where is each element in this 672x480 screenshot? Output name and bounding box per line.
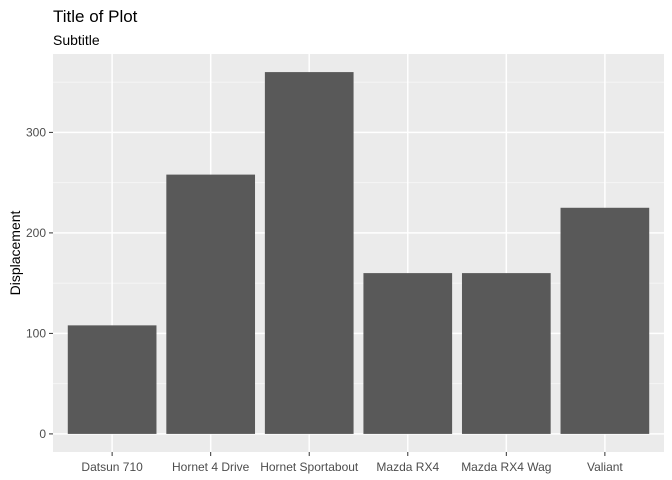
x-tick-label: Mazda RX4 Wag — [461, 460, 551, 474]
y-axis-title: Displacement — [7, 210, 23, 295]
bar — [67, 325, 157, 434]
y-tick-label: 100 — [26, 326, 46, 340]
chart-title: Title of Plot — [53, 7, 138, 26]
x-tick-label: Mazda RX4 — [376, 460, 439, 474]
y-tick-label: 0 — [39, 427, 46, 441]
y-tick-label: 200 — [26, 226, 46, 240]
y-axis: 0 100 200 300 — [26, 125, 53, 441]
bar — [560, 207, 650, 434]
bar — [363, 273, 453, 434]
chart-subtitle: Subtitle — [53, 32, 100, 48]
bar — [166, 174, 256, 434]
y-tick-label: 300 — [26, 125, 46, 139]
x-axis: Datsun 710 Hornet 4 Drive Hornet Sportabou… — [81, 452, 623, 474]
bars — [67, 72, 650, 434]
bar — [264, 72, 354, 434]
x-tick-label: Hornet Sportabout — [260, 460, 359, 474]
x-tick-label: Valiant — [587, 460, 623, 474]
x-tick-label: Datsun 710 — [81, 460, 143, 474]
x-tick-label: Hornet 4 Drive — [172, 460, 250, 474]
bar — [461, 273, 551, 434]
